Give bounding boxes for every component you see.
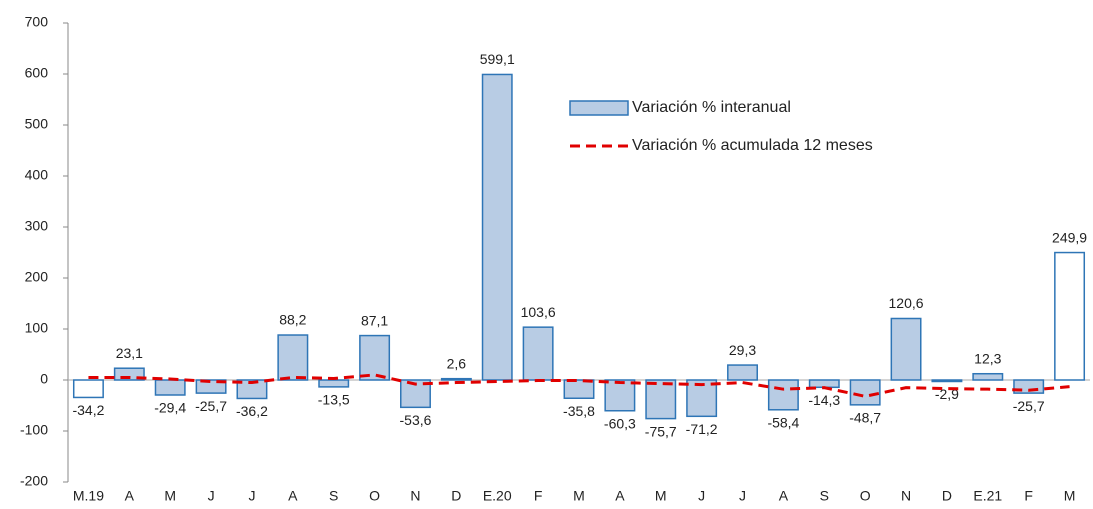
data-label: 23,1 — [116, 345, 143, 361]
bar — [1054, 251, 1086, 381]
x-tick-label: J — [698, 488, 705, 504]
y-tick-label: 100 — [25, 320, 49, 336]
bar — [727, 364, 758, 381]
y-tick-label: -100 — [20, 422, 48, 438]
bar — [563, 379, 595, 400]
x-tick-label: A — [125, 488, 135, 504]
data-label: 599,1 — [480, 51, 515, 67]
y-tick-label: 600 — [25, 65, 49, 81]
bar — [195, 379, 227, 394]
bar — [931, 379, 963, 383]
x-tick-label: S — [329, 488, 338, 504]
data-label: -58,4 — [767, 414, 799, 430]
data-label: -60,3 — [604, 415, 636, 431]
x-tick-label: O — [369, 488, 380, 504]
data-label: 249,9 — [1052, 229, 1087, 245]
bar — [849, 379, 881, 406]
data-label: -25,7 — [195, 398, 227, 414]
x-tick-label: D — [451, 488, 461, 504]
bar — [890, 317, 922, 381]
x-tick-label: F — [1024, 488, 1033, 504]
y-tick-label: 300 — [25, 218, 49, 234]
bar — [481, 73, 513, 381]
bar — [72, 379, 104, 399]
data-label: -14,3 — [808, 392, 840, 408]
x-tick-label: E.21 — [973, 488, 1002, 504]
y-tick-label: 500 — [25, 116, 49, 132]
data-label: -29,4 — [154, 400, 186, 416]
x-tick-label: A — [779, 488, 789, 504]
bar — [154, 379, 186, 396]
y-tick-label: 0 — [40, 371, 48, 387]
x-tick-label: O — [860, 488, 871, 504]
data-label: 103,6 — [521, 304, 556, 320]
bar — [522, 326, 554, 381]
data-label: -53,6 — [400, 412, 432, 428]
data-label: -71,2 — [686, 421, 718, 437]
bar — [277, 334, 309, 381]
bar — [113, 367, 145, 381]
x-tick-label: S — [820, 488, 829, 504]
data-label: -34,2 — [72, 402, 104, 418]
y-tick-label: -200 — [20, 473, 48, 489]
x-tick-label: D — [942, 488, 952, 504]
data-label: 120,6 — [889, 295, 924, 311]
x-tick-label: M — [573, 488, 585, 504]
x-tick-label: N — [410, 488, 420, 504]
data-label: -48,7 — [849, 410, 881, 426]
bar — [359, 334, 391, 381]
bar — [318, 379, 350, 388]
x-tick-label: J — [248, 488, 255, 504]
bar — [604, 379, 636, 412]
data-label: -36,2 — [236, 403, 268, 419]
data-label: 29,3 — [729, 342, 756, 358]
data-label: 88,2 — [279, 312, 306, 328]
bar — [972, 372, 1004, 381]
bar — [767, 379, 799, 411]
data-label: 2,6 — [447, 355, 467, 371]
x-tick-label: M — [1064, 488, 1076, 504]
x-tick-label: E.20 — [483, 488, 512, 504]
bar — [440, 377, 472, 381]
legend-swatch — [569, 100, 629, 116]
data-label: -25,7 — [1013, 398, 1045, 414]
data-label: -75,7 — [645, 423, 677, 439]
legend-label: Variación % acumulada 12 meses — [632, 137, 873, 154]
data-label: -35,8 — [563, 403, 595, 419]
x-tick-label: M — [164, 488, 176, 504]
x-tick-label: M.19 — [73, 488, 104, 504]
y-tick-label: 700 — [25, 14, 49, 30]
x-tick-label: A — [615, 488, 625, 504]
bar — [645, 379, 677, 420]
line — [88, 373, 1070, 398]
x-tick-label: J — [739, 488, 746, 504]
x-tick-label: J — [208, 488, 215, 504]
data-label: -13,5 — [318, 392, 350, 408]
x-tick-label: N — [901, 488, 911, 504]
x-tick-label: A — [288, 488, 298, 504]
y-tick-label: 400 — [25, 167, 49, 183]
legend-label: Variación % interanual — [632, 99, 791, 116]
y-tick-label: 200 — [25, 269, 49, 285]
x-tick-label: F — [534, 488, 543, 504]
data-label: 12,3 — [974, 350, 1001, 366]
x-tick-label: M — [655, 488, 667, 504]
bar — [236, 379, 268, 400]
data-label: 87,1 — [361, 312, 388, 328]
